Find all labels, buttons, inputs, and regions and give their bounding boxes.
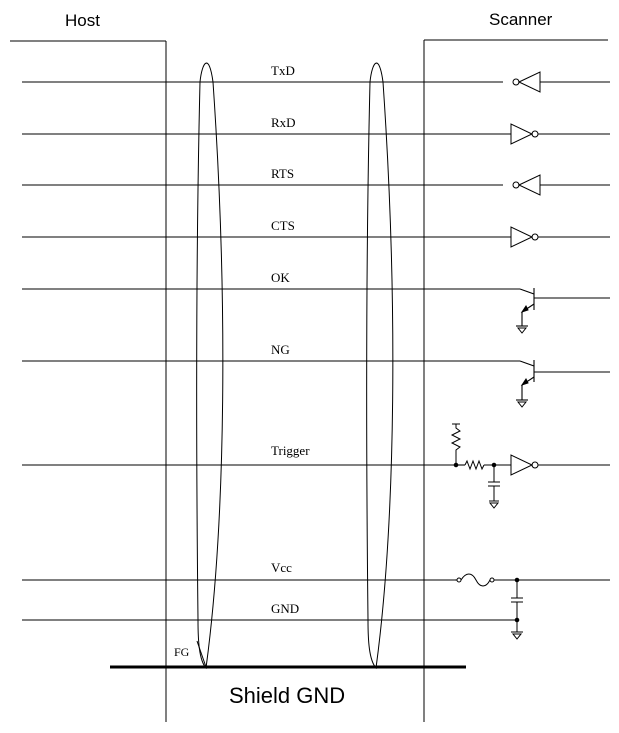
fg-tie: [196, 640, 207, 668]
shield-arc-right: [366, 62, 394, 670]
signal-label-ng: NG: [271, 342, 290, 357]
signal-label-rts: RTS: [271, 166, 294, 181]
signal-label-cts: CTS: [271, 218, 295, 233]
signal-label-vcc: Vcc: [271, 560, 292, 575]
scanner-header: Scanner: [489, 10, 553, 29]
txd-driver-icon: [512, 71, 610, 93]
cts-receiver-icon: [510, 226, 610, 248]
trigger-input-circuit-icon: [450, 423, 610, 509]
signal-label-txd: TxD: [271, 63, 295, 78]
ok-transistor-icon: [516, 288, 610, 334]
signal-wires: [22, 81, 520, 621]
shield-arc-left: [196, 62, 224, 670]
signal-label-rxd: RxD: [271, 115, 296, 130]
host-header: Host: [65, 11, 100, 30]
signal-label-gnd: GND: [271, 601, 299, 616]
signal-label-trigger: Trigger: [271, 443, 310, 458]
host-box: [10, 40, 167, 722]
vcc-fuse-circuit-icon: [455, 573, 610, 640]
ng-transistor-icon: [516, 360, 610, 408]
fg-label: FG: [174, 645, 190, 659]
scanner-box: [423, 39, 608, 722]
signal-label-ok: OK: [271, 270, 290, 285]
shield-gnd-label: Shield GND: [229, 683, 345, 708]
rts-driver-icon: [512, 174, 610, 196]
rxd-receiver-icon: [510, 123, 610, 145]
